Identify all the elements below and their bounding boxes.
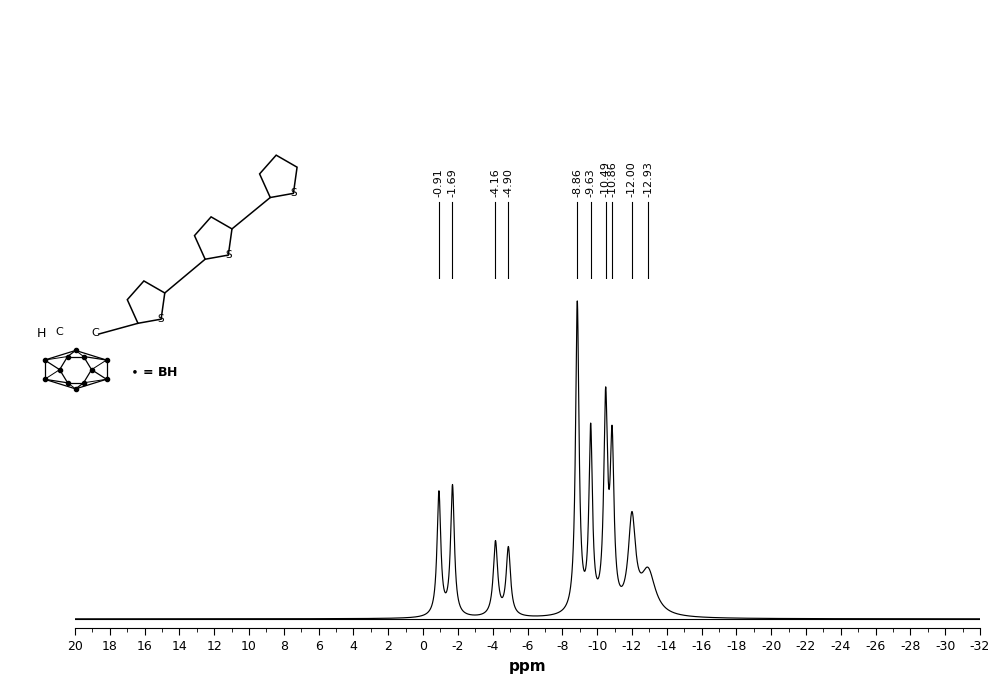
Text: $\bullet$ = BH: $\bullet$ = BH xyxy=(130,366,178,378)
Text: -4.16: -4.16 xyxy=(490,168,500,197)
Text: -9.63: -9.63 xyxy=(586,168,596,197)
Text: -4.90: -4.90 xyxy=(503,168,513,197)
X-axis label: ppm: ppm xyxy=(509,658,546,674)
Text: -1.69: -1.69 xyxy=(447,168,457,197)
Text: -12.00: -12.00 xyxy=(627,161,637,197)
Text: -10.49: -10.49 xyxy=(601,161,611,197)
Text: S: S xyxy=(158,314,164,324)
Text: -12.93: -12.93 xyxy=(643,161,653,197)
Text: S: S xyxy=(225,250,232,260)
Text: C: C xyxy=(91,328,99,339)
Text: -10.86: -10.86 xyxy=(607,161,617,197)
Text: H: H xyxy=(37,327,46,340)
Text: -0.91: -0.91 xyxy=(434,168,444,197)
Text: C: C xyxy=(55,327,63,337)
Text: S: S xyxy=(290,188,297,198)
Text: -8.86: -8.86 xyxy=(572,168,582,197)
